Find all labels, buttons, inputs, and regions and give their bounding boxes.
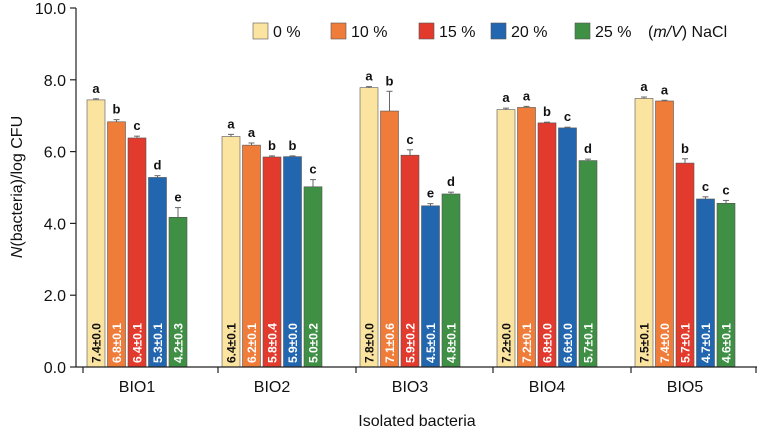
significance-letter: e bbox=[427, 186, 434, 201]
data-label: 5.3±0.1 bbox=[151, 323, 165, 363]
data-label: 7.4±0.0 bbox=[658, 323, 672, 363]
significance-letter: a bbox=[365, 69, 373, 84]
x-tick-label: BIO4 bbox=[529, 379, 566, 396]
significance-letter: b bbox=[386, 73, 394, 88]
x-tick-label: BIO1 bbox=[119, 379, 156, 396]
significance-letter: a bbox=[92, 81, 100, 96]
legend-swatch bbox=[330, 22, 347, 40]
data-label: 7.1±0.6 bbox=[383, 323, 397, 363]
legend-label: 10 % bbox=[351, 24, 387, 41]
data-label: 7.2±0.1 bbox=[520, 323, 534, 363]
significance-letter: d bbox=[154, 158, 162, 173]
significance-letter: c bbox=[133, 118, 140, 133]
data-label: 4.2±0.3 bbox=[172, 323, 186, 363]
legend: 0 % 10 % 15 % 20 % 25 % (m/V) NaCl bbox=[252, 22, 727, 41]
plot-area: a 7.4±0.0 a 6.4±0.1 a 7.8±0.0 a 7.2±0.0 a 7.5±0.1… bbox=[86, 69, 736, 368]
data-label: 7.8±0.0 bbox=[363, 323, 377, 363]
significance-letter: c bbox=[406, 132, 413, 147]
x-tick-label: BIO3 bbox=[392, 379, 429, 396]
legend-suffix-close: ) NaCl bbox=[682, 24, 727, 41]
data-label: 5.9±0.2 bbox=[404, 323, 418, 363]
data-label: 6.6±0.0 bbox=[561, 323, 575, 363]
significance-letter: b bbox=[681, 141, 689, 156]
axes: 0.0 2.0 4.0 6.0 8.0 10.0 BIO1 BIO2 BIO3 BIO4 BIO5 bbox=[35, 1, 757, 396]
significance-letter: b bbox=[113, 102, 121, 117]
significance-letter: a bbox=[227, 116, 235, 131]
data-label: 5.9±0.0 bbox=[286, 323, 300, 363]
legend-label: 25 % bbox=[595, 24, 631, 41]
legend-swatch bbox=[490, 22, 507, 40]
data-label: 4.8±0.1 bbox=[445, 323, 459, 363]
y-tick-label: 0.0 bbox=[44, 360, 66, 377]
y-tick-label: 10.0 bbox=[35, 1, 66, 18]
data-label: 7.4±0.0 bbox=[90, 323, 104, 363]
significance-letter: c bbox=[564, 109, 571, 124]
y-tick-label: 6.0 bbox=[44, 145, 66, 162]
significance-letter: b bbox=[268, 138, 276, 153]
legend-suffix-unit: m/V bbox=[653, 24, 683, 41]
significance-letter: a bbox=[523, 88, 531, 103]
data-label: 6.4±0.1 bbox=[225, 323, 239, 363]
significance-letter: d bbox=[447, 174, 455, 189]
legend-label: 20 % bbox=[511, 24, 547, 41]
data-label: 4.7±0.1 bbox=[699, 323, 713, 363]
data-label: 5.7±0.1 bbox=[679, 323, 693, 363]
legend-suffix-open: ( bbox=[648, 24, 654, 41]
y-axis-title-italic: N bbox=[9, 246, 26, 258]
y-tick-label: 4.0 bbox=[44, 216, 66, 233]
x-axis-title: Isolated bacteria bbox=[358, 413, 476, 430]
legend-swatch bbox=[252, 22, 269, 40]
legend-swatch bbox=[574, 22, 591, 40]
significance-letter: c bbox=[309, 162, 316, 177]
y-tick-label: 2.0 bbox=[44, 288, 66, 305]
data-label: 6.2±0.1 bbox=[245, 323, 259, 363]
significance-letter: e bbox=[174, 190, 181, 205]
significance-letter: c bbox=[702, 179, 709, 194]
legend-label: 0 % bbox=[273, 24, 301, 41]
legend-swatch bbox=[418, 22, 435, 40]
data-label: 6.4±0.1 bbox=[131, 323, 145, 363]
y-axis-title: N(bacteria)/log CFU bbox=[9, 116, 26, 258]
data-label: 4.6±0.1 bbox=[720, 323, 734, 363]
data-label: 4.5±0.1 bbox=[424, 323, 438, 363]
significance-letter: c bbox=[722, 182, 729, 197]
significance-letter: a bbox=[661, 82, 669, 97]
data-label: 5.0±0.2 bbox=[307, 323, 321, 363]
data-label: 6.8±0.1 bbox=[110, 323, 124, 363]
data-label: 6.8±0.0 bbox=[541, 323, 555, 363]
y-tick-label: 8.0 bbox=[44, 73, 66, 90]
significance-letter: a bbox=[248, 125, 256, 140]
data-label: 7.5±0.1 bbox=[638, 323, 652, 363]
significance-letter: b bbox=[289, 138, 297, 153]
legend-suffix: (m/V) NaCl bbox=[648, 24, 727, 41]
data-label: 7.2±0.0 bbox=[500, 323, 514, 363]
x-tick-label: BIO2 bbox=[254, 379, 291, 396]
significance-letter: a bbox=[502, 90, 510, 105]
data-label: 5.7±0.1 bbox=[582, 323, 596, 363]
significance-letter: d bbox=[584, 141, 592, 156]
data-label: 5.8±0.4 bbox=[266, 323, 280, 363]
y-axis-title-rest: (bacteria)/log CFU bbox=[9, 116, 26, 247]
significance-letter: a bbox=[640, 79, 648, 94]
x-tick-label: BIO5 bbox=[667, 379, 704, 396]
legend-label: 15 % bbox=[439, 24, 475, 41]
significance-letter: b bbox=[543, 104, 551, 119]
